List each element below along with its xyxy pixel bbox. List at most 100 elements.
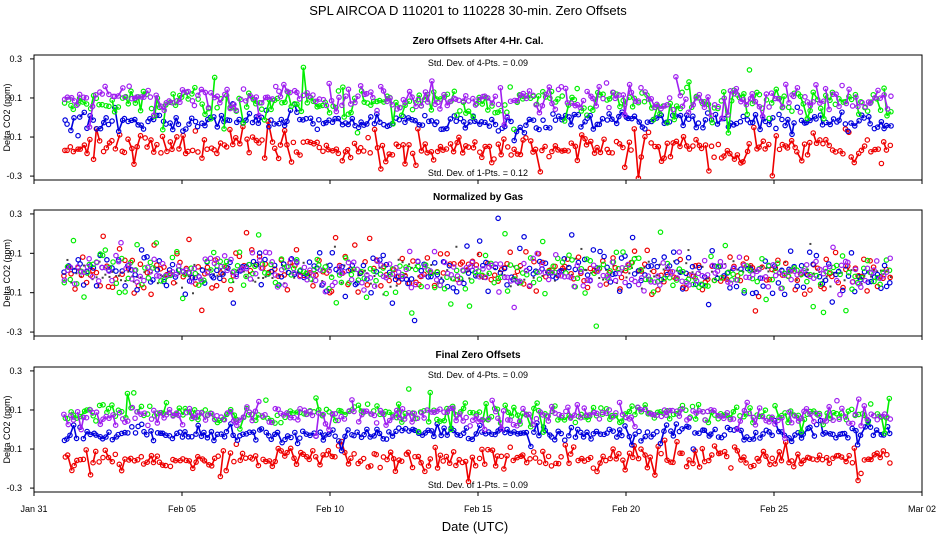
data-point	[470, 409, 476, 416]
data-point	[214, 255, 221, 262]
data-point	[621, 270, 624, 273]
data-point	[332, 234, 339, 241]
series-segment	[134, 119, 139, 126]
data-point	[156, 459, 163, 466]
series-segment	[805, 408, 811, 415]
data-point	[240, 282, 247, 288]
y-tick-label: 0.1	[9, 93, 22, 103]
data-point	[333, 245, 336, 248]
data-point	[173, 271, 179, 278]
data-point	[507, 417, 513, 423]
data-point	[256, 140, 262, 146]
data-point	[827, 431, 834, 437]
data-point	[329, 282, 336, 289]
data-point	[649, 270, 652, 273]
data-point	[320, 280, 327, 287]
data-point	[635, 455, 642, 462]
series-segment	[82, 431, 88, 440]
data-point	[100, 416, 106, 423]
data-point	[462, 143, 469, 149]
data-point	[83, 95, 90, 101]
data-point	[830, 455, 836, 462]
data-point	[835, 272, 838, 275]
data-point	[770, 261, 776, 268]
data-point	[502, 102, 508, 108]
data-point	[721, 448, 728, 455]
series-segment	[146, 139, 152, 148]
data-point	[502, 402, 509, 409]
data-point	[105, 454, 112, 461]
data-point	[587, 257, 594, 264]
data-point	[883, 269, 890, 275]
data-point	[454, 112, 460, 118]
series-segment	[424, 143, 428, 153]
data-point	[508, 118, 514, 125]
data-point	[794, 283, 801, 290]
data-point	[827, 263, 833, 270]
data-point	[214, 412, 220, 419]
data-point	[258, 265, 265, 271]
data-point	[657, 110, 663, 117]
data-point	[711, 277, 718, 284]
series-segment	[596, 462, 601, 472]
data-point	[351, 451, 357, 457]
data-point	[408, 276, 415, 282]
data-point	[343, 264, 346, 267]
series-segment	[809, 426, 816, 437]
data-point	[483, 259, 489, 266]
data-point	[437, 406, 443, 412]
series-segment	[592, 123, 598, 130]
data-point	[242, 455, 249, 461]
data-point	[414, 258, 421, 264]
data-point	[373, 274, 376, 277]
data-point	[335, 417, 342, 424]
series-segment	[366, 116, 372, 125]
series-segment	[280, 450, 286, 457]
data-point	[850, 269, 853, 272]
data-point	[874, 274, 881, 281]
data-point	[351, 432, 357, 439]
data-point	[209, 268, 212, 271]
data-point	[451, 88, 458, 95]
series-segment	[727, 90, 732, 115]
data-point	[405, 386, 412, 392]
series-segment	[188, 117, 193, 125]
data-point	[179, 86, 186, 93]
data-point	[673, 103, 680, 109]
data-point	[693, 95, 699, 101]
data-point	[581, 256, 588, 263]
data-point	[135, 122, 141, 128]
data-point	[540, 88, 546, 95]
data-point	[810, 89, 817, 96]
data-point	[240, 120, 247, 126]
series-segment	[353, 143, 360, 153]
data-points	[61, 386, 894, 485]
data-point	[673, 421, 680, 427]
data-point	[355, 289, 361, 295]
data-point	[380, 99, 387, 105]
data-point	[450, 264, 457, 270]
y-axis-label: Delta CO2 (ppm)	[2, 239, 12, 307]
series-segment	[535, 104, 541, 114]
data-point	[743, 460, 749, 466]
series-segment	[182, 135, 187, 154]
data-point	[141, 277, 147, 284]
data-point	[191, 292, 194, 295]
data-point	[751, 462, 757, 469]
data-point	[870, 432, 877, 439]
data-point	[211, 94, 218, 101]
data-point	[408, 310, 415, 316]
series-segment	[841, 408, 847, 418]
data-point	[269, 259, 276, 265]
data-point	[208, 267, 214, 273]
data-point	[644, 247, 651, 254]
data-point	[531, 258, 537, 265]
data-point	[813, 252, 820, 259]
data-point	[138, 403, 145, 410]
data-point	[536, 459, 543, 465]
data-point	[803, 405, 810, 412]
data-point	[332, 417, 339, 424]
data-point	[732, 260, 735, 263]
data-point	[418, 409, 425, 416]
data-point	[707, 431, 714, 438]
